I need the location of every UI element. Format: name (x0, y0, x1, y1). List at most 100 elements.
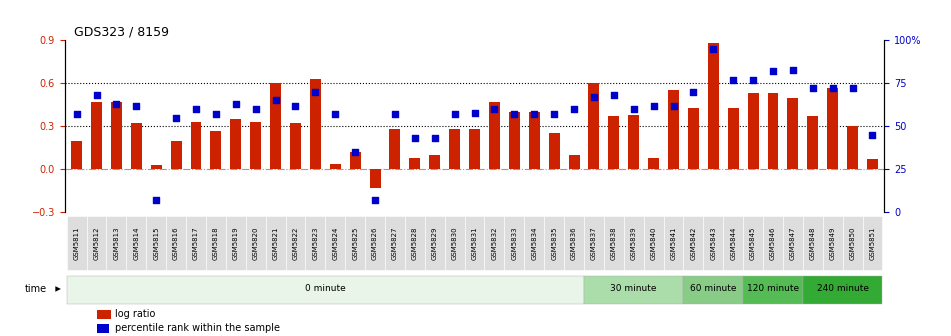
Point (805, 86, 821, 91)
Bar (265, 216, 285, 270)
Point (706, 46, 721, 52)
Point (347, 150, 362, 155)
Point (407, 136, 422, 141)
Bar (803, 276, 883, 303)
Point (746, 77, 761, 83)
Bar (803, 216, 823, 270)
Text: GSM5811: GSM5811 (73, 226, 80, 260)
Text: log ratio: log ratio (115, 309, 156, 319)
Bar (668, 90, 679, 169)
Bar (684, 276, 743, 303)
Point (188, 107, 204, 112)
Text: GSM5830: GSM5830 (452, 226, 457, 260)
Bar (170, 140, 182, 169)
Bar (644, 216, 664, 270)
Bar (345, 216, 365, 270)
Bar (843, 216, 863, 270)
Bar (823, 216, 843, 270)
Bar (743, 276, 803, 303)
Point (606, 93, 621, 98)
Text: 240 minute: 240 minute (817, 285, 868, 293)
Bar (604, 216, 624, 270)
Bar (250, 122, 262, 169)
Bar (863, 216, 883, 270)
Bar (787, 98, 799, 169)
Bar (449, 129, 460, 169)
Point (845, 86, 861, 91)
Text: GSM5847: GSM5847 (790, 226, 796, 260)
Bar (270, 83, 281, 169)
Text: GSM5845: GSM5845 (750, 226, 756, 260)
Point (547, 112, 562, 117)
Point (148, 198, 164, 203)
Text: GSM5816: GSM5816 (173, 226, 179, 260)
Text: GSM5827: GSM5827 (392, 226, 398, 260)
Text: time: time (25, 284, 47, 294)
Text: GSM5848: GSM5848 (810, 226, 816, 260)
Text: GSM5832: GSM5832 (492, 226, 497, 260)
Text: GSM5821: GSM5821 (273, 226, 279, 260)
Point (248, 107, 263, 112)
Bar (325, 216, 345, 270)
Point (825, 86, 841, 91)
Bar (584, 276, 684, 303)
Bar (827, 88, 838, 169)
Bar (370, 169, 380, 188)
Bar (469, 129, 480, 169)
Bar (166, 216, 186, 270)
Bar (465, 216, 484, 270)
Bar (429, 155, 440, 169)
Text: GSM5833: GSM5833 (512, 226, 517, 260)
Bar (688, 108, 699, 169)
Bar (704, 216, 724, 270)
Bar (728, 108, 739, 169)
Point (567, 107, 582, 112)
Text: GSM5851: GSM5851 (869, 226, 876, 260)
Point (527, 112, 542, 117)
Point (587, 94, 602, 100)
Bar (484, 216, 504, 270)
Point (268, 98, 283, 103)
Text: GSM5828: GSM5828 (412, 226, 417, 260)
Text: 0 minute: 0 minute (305, 285, 346, 293)
Bar (629, 115, 639, 169)
Bar (310, 79, 320, 169)
Text: GSM5850: GSM5850 (849, 226, 856, 260)
Point (288, 103, 303, 108)
Text: percentile rank within the sample: percentile rank within the sample (115, 323, 281, 333)
Text: GSM5823: GSM5823 (312, 226, 319, 260)
Bar (767, 93, 779, 169)
Text: GSM5825: GSM5825 (352, 226, 359, 260)
Point (128, 103, 144, 108)
Bar (524, 216, 544, 270)
Text: GSM5842: GSM5842 (690, 226, 696, 260)
Bar (807, 116, 818, 169)
Point (208, 112, 223, 117)
Bar (763, 216, 783, 270)
Bar (385, 216, 405, 270)
Point (108, 101, 124, 107)
Bar (549, 133, 559, 169)
Bar (409, 158, 420, 169)
Bar (584, 216, 604, 270)
Text: GSM5846: GSM5846 (770, 226, 776, 260)
Bar (445, 216, 465, 270)
Text: 60 minute: 60 minute (690, 285, 737, 293)
Text: GSM5837: GSM5837 (591, 226, 597, 260)
Bar (107, 216, 126, 270)
Text: GSM5814: GSM5814 (133, 226, 139, 260)
Bar (664, 216, 684, 270)
Point (308, 89, 323, 94)
Text: GSM5818: GSM5818 (213, 226, 219, 260)
Bar (743, 216, 763, 270)
Text: GSM5838: GSM5838 (611, 226, 617, 260)
Text: GSM5826: GSM5826 (372, 226, 378, 260)
Text: GSM5843: GSM5843 (710, 226, 716, 260)
Point (88, 93, 104, 98)
Bar (529, 112, 540, 169)
Bar (91, 102, 102, 169)
Bar (569, 155, 579, 169)
Text: GSM5822: GSM5822 (293, 226, 299, 260)
Bar (190, 122, 202, 169)
Bar (97, 310, 110, 319)
